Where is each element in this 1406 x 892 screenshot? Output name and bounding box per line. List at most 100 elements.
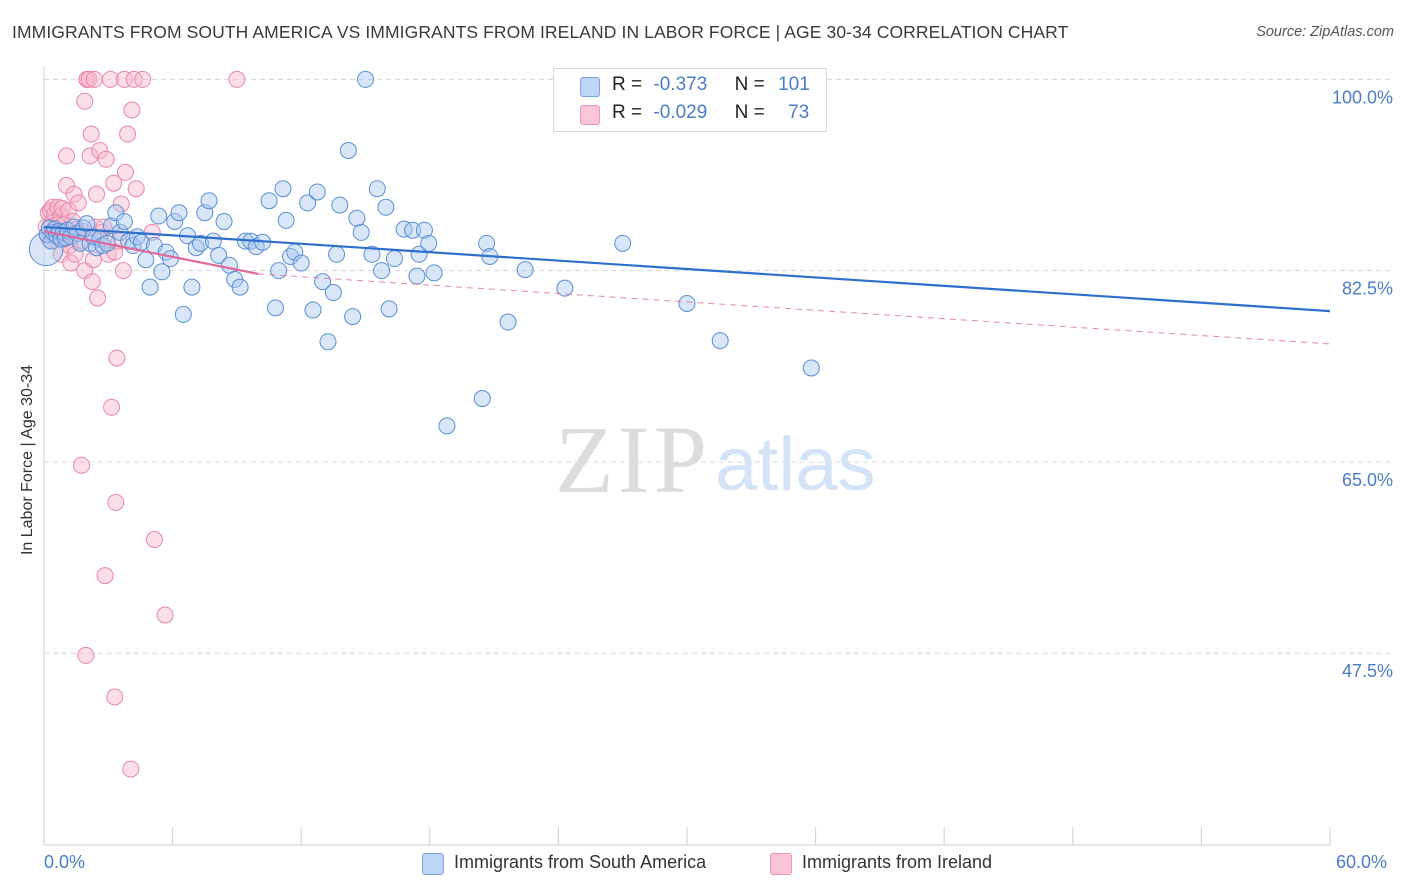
data-point-south-america <box>115 212 133 230</box>
data-point-south-america <box>415 221 433 239</box>
y-tick-labels: 47.5% 65.0% 82.5% 100.0% <box>1332 87 1393 681</box>
data-point-south-america <box>191 234 209 252</box>
y-tick-label: 100.0% <box>1332 87 1393 107</box>
bottom-legend-swatch-pink <box>770 853 792 875</box>
data-point-south-america <box>344 308 362 326</box>
watermark: ZIP atlas <box>555 406 876 513</box>
data-point-ireland <box>65 185 83 203</box>
data-point-south-america <box>380 300 398 318</box>
data-point-south-america <box>88 239 106 257</box>
data-point-ireland <box>69 194 87 212</box>
data-point-south-america <box>150 207 168 225</box>
data-point-ireland <box>81 147 99 165</box>
chart-title: IMMIGRANTS FROM SOUTH AMERICA VS IMMIGRA… <box>12 22 1069 42</box>
data-point-south-america <box>408 267 426 285</box>
data-point-south-america <box>107 204 125 222</box>
bottom-legend-label: Immigrants from Ireland <box>802 852 993 872</box>
data-point-south-america <box>319 333 337 351</box>
data-point-south-america <box>425 264 443 282</box>
legend-row-ireland: R = -0.029 N = 73 <box>554 102 826 130</box>
data-point-south-america <box>438 417 456 435</box>
data-point-south-america <box>183 278 201 296</box>
data-point-south-america <box>277 211 295 229</box>
data-point-ireland <box>119 125 137 143</box>
legend-n-label: N = <box>734 74 765 95</box>
data-point-south-america <box>678 294 696 312</box>
data-point-south-america <box>478 234 496 252</box>
data-point-south-america <box>373 262 391 280</box>
data-point-south-america <box>395 220 413 238</box>
data-point-ireland <box>103 398 121 416</box>
data-point-south-america <box>210 246 228 264</box>
data-point-ireland <box>62 254 80 272</box>
data-point-south-america <box>339 141 357 159</box>
data-point-ireland <box>115 70 133 88</box>
legend-swatch-blue <box>580 77 600 97</box>
data-point-ireland <box>127 180 145 198</box>
data-point-south-america <box>137 251 155 269</box>
legend-n-value: 101 <box>778 74 810 95</box>
data-point-ireland <box>134 70 152 88</box>
data-point-ireland <box>77 646 95 664</box>
data-point-south-america <box>352 223 370 241</box>
data-point-south-america <box>200 192 218 210</box>
data-point-south-america <box>324 284 342 302</box>
data-point-south-america <box>270 262 288 280</box>
watermark-zip: ZIP <box>555 406 711 513</box>
legend-n-label: N = <box>734 102 765 123</box>
data-point-ireland <box>106 688 124 706</box>
x-tick-max: 60.0% <box>1336 852 1388 872</box>
data-point-ireland <box>76 92 94 110</box>
source-label: Source: ZipAtlas.com <box>1256 24 1394 40</box>
legend-r-value: -0.029 <box>653 102 708 123</box>
data-point-south-america <box>231 278 249 296</box>
data-point-south-america <box>299 194 317 212</box>
data-point-ireland <box>123 101 141 119</box>
data-point-south-america <box>368 180 386 198</box>
data-point-south-america <box>328 245 346 263</box>
data-point-south-america <box>556 279 574 297</box>
trend-line-ireland-extension <box>258 273 1331 345</box>
data-point-south-america <box>711 332 729 350</box>
data-point-south-america <box>170 204 188 222</box>
data-point-south-america <box>802 359 820 377</box>
data-point-south-america <box>348 209 366 227</box>
bottom-legend-label: Immigrants from South America <box>454 852 707 872</box>
data-point-ireland <box>58 147 76 165</box>
data-point-south-america <box>308 183 326 201</box>
data-point-ireland <box>122 760 140 778</box>
data-point-ireland <box>116 163 134 181</box>
bottom-legend-swatch-blue <box>422 853 444 875</box>
legend-row-south-america: R = -0.373 N = 101 <box>554 74 826 102</box>
data-point-south-america <box>614 234 632 252</box>
legend-swatch-pink <box>580 105 600 125</box>
data-point-ireland <box>114 262 132 280</box>
legend-n-value: 73 <box>788 102 810 123</box>
data-point-ireland <box>105 174 123 192</box>
data-point-south-america <box>204 232 222 250</box>
data-point-south-america <box>420 234 438 252</box>
data-point-south-america <box>215 212 233 230</box>
data-point-south-america <box>153 263 171 281</box>
data-point-ireland <box>66 245 84 263</box>
data-point-ireland <box>88 185 106 203</box>
data-point-south-america <box>266 299 284 317</box>
data-point-ireland <box>80 70 98 88</box>
data-point-ireland <box>125 70 143 88</box>
data-point-ireland <box>145 531 163 549</box>
data-point-ireland <box>73 456 91 474</box>
x-tick-min: 0.0% <box>44 852 86 872</box>
data-point-ireland <box>97 150 115 168</box>
data-point-south-america <box>292 254 310 272</box>
data-point-south-america <box>166 212 184 230</box>
data-point-south-america <box>220 256 238 274</box>
data-point-ireland <box>112 195 130 213</box>
y-axis-label: In Labor Force | Age 30-34 <box>19 364 36 556</box>
data-point-south-america <box>377 198 395 216</box>
data-point-south-america <box>404 221 422 239</box>
data-point-south-america <box>499 313 517 331</box>
data-point-south-america <box>274 180 292 198</box>
data-point-ireland <box>85 70 103 88</box>
data-point-ireland <box>83 273 101 291</box>
watermark-atlas: atlas <box>715 422 876 507</box>
